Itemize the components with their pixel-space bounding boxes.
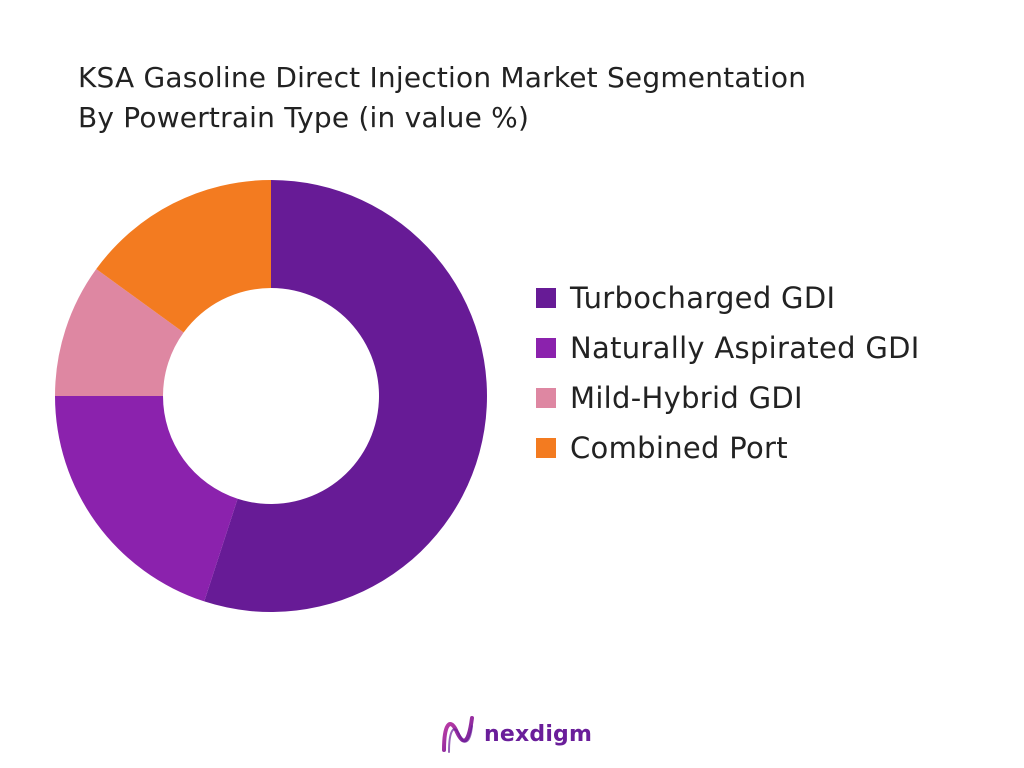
brand-name: nexdigm [484,721,593,747]
legend-swatch [536,338,556,358]
slice-naturally-aspirated-gdi [55,396,238,602]
slice-mild-hybrid-gdi [55,269,184,396]
brand-footer: nexdigm [440,714,592,754]
legend-item: Naturally Aspirated GDI [536,323,920,373]
chart-title-line-1: KSA Gasoline Direct Injection Market Seg… [78,61,807,94]
legend-item: Mild-Hybrid GDI [536,373,920,423]
slice-turbocharged-gdi [204,180,487,612]
chart-legend: Turbocharged GDI Naturally Aspirated GDI M… [536,273,920,473]
legend-item: Turbocharged GDI [536,273,920,323]
chart-title: KSA Gasoline Direct Injection Market Seg… [78,58,978,138]
chart-title-line-2: By Powertrain Type (in value %) [78,101,530,134]
nexdigm-logo-icon [442,716,474,753]
legend-item: Combined Port [536,423,920,473]
legend-swatch [536,288,556,308]
donut-slices [55,180,487,612]
legend-label: Turbocharged GDI [570,281,836,315]
legend-label: Naturally Aspirated GDI [570,331,920,365]
legend-swatch [536,388,556,408]
legend-swatch [536,438,556,458]
legend-label: Combined Port [570,431,788,465]
legend-label: Mild-Hybrid GDI [570,381,803,415]
slice-combined-port [96,180,272,333]
